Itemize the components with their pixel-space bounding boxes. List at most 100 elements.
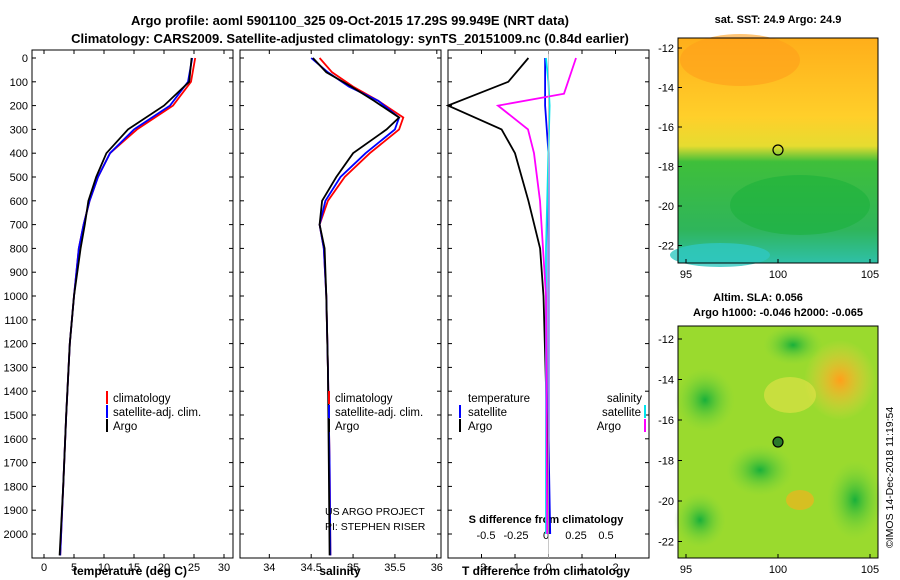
s-tick-label: 0.5 bbox=[598, 530, 613, 542]
depth-tick-label: 1800 bbox=[4, 481, 28, 493]
sla-high-blob bbox=[804, 340, 876, 420]
lon-tick-label: 95 bbox=[680, 564, 692, 576]
legend-satellite: satellite-adj. clim. bbox=[113, 407, 201, 419]
sla-low-blob-4 bbox=[827, 460, 883, 540]
depth-tick-label: 1000 bbox=[4, 291, 28, 303]
credit-pi: PI: STEPHEN RISER bbox=[325, 521, 426, 533]
lon-tick-label: 105 bbox=[861, 564, 879, 576]
depth-tick-label: 600 bbox=[10, 196, 28, 208]
legend-climatology: climatology bbox=[113, 393, 171, 405]
salinity-panel bbox=[239, 49, 442, 559]
diff-legend-temp-title: temperature bbox=[468, 393, 530, 405]
sla-low-blob-3 bbox=[726, 444, 794, 496]
depth-tick-label: 900 bbox=[10, 267, 28, 279]
x-tick-label: -2 bbox=[477, 562, 487, 574]
credit-project: US ARGO PROJECT bbox=[325, 506, 425, 518]
s-tick-label: 0 bbox=[543, 530, 549, 542]
diff-legend-t-argo: Argo bbox=[468, 421, 492, 433]
x-tick-label: 1 bbox=[579, 562, 585, 574]
sla-title1: Altim. SLA: 0.056 bbox=[713, 292, 803, 304]
lat-tick-label: -16 bbox=[658, 122, 674, 134]
depth-tick-label: 800 bbox=[10, 243, 28, 255]
temperature-lines bbox=[58, 57, 197, 556]
x-tick-label: 0 bbox=[41, 562, 47, 574]
x-tick-label: 35 bbox=[347, 562, 359, 574]
diff-legend-s-sat: satellite bbox=[602, 407, 641, 419]
sla-low-blob-1 bbox=[763, 325, 823, 365]
depth-tick-label: 700 bbox=[10, 220, 28, 232]
depth-tick-label: 1300 bbox=[4, 362, 28, 374]
s-tick-label: -0.25 bbox=[503, 530, 528, 542]
sla-map bbox=[674, 325, 883, 559]
sla-title2: Argo h1000: -0.046 h2000: -0.065 bbox=[693, 307, 863, 319]
lat-tick-label: -14 bbox=[658, 83, 674, 95]
series-satellite-adj-clim- bbox=[310, 57, 401, 556]
x-tick-label: 36 bbox=[431, 562, 443, 574]
sla-float-marker bbox=[772, 436, 784, 448]
series-climatology bbox=[59, 57, 197, 556]
sla-low-blob-2 bbox=[675, 368, 735, 432]
sst-map bbox=[670, 34, 879, 267]
sst-cool-patch bbox=[730, 175, 870, 235]
diff-legend-t-sat: satellite bbox=[468, 407, 507, 419]
s-tick-label: -0.5 bbox=[477, 530, 496, 542]
temperature-panel bbox=[31, 49, 234, 559]
lon-tick-label: 95 bbox=[680, 269, 692, 281]
sal-legend-satellite: satellite-adj. clim. bbox=[335, 407, 423, 419]
x-tick-label: 2 bbox=[612, 562, 618, 574]
sla-mid-patch bbox=[764, 377, 816, 413]
sla-axes: -12 -14 -16 -18 -20 -22 95 100 105 bbox=[658, 334, 879, 576]
header-line1: Argo profile: aoml 5901100_325 09-Oct-20… bbox=[131, 13, 569, 28]
difference-lines bbox=[445, 50, 577, 558]
sal-legend-argo: Argo bbox=[335, 421, 359, 433]
depth-tick-label: 2000 bbox=[4, 529, 28, 541]
x-tick-label: 20 bbox=[158, 562, 170, 574]
lat-tick-label: -18 bbox=[658, 162, 674, 174]
depth-tick-label: 1700 bbox=[4, 458, 28, 470]
temperature-x-axis: 0 5 10 15 20 25 30 bbox=[41, 50, 230, 574]
depth-tick-label: 1900 bbox=[4, 505, 28, 517]
x-tick-label: 10 bbox=[98, 562, 110, 574]
depth-tick-label: 400 bbox=[10, 148, 28, 160]
lon-tick-label: 100 bbox=[769, 269, 787, 281]
salinity-x-axis: 34 34.5 35 35.5 36 bbox=[263, 50, 443, 574]
x-tick-label: 35.5 bbox=[384, 562, 405, 574]
series-t-argo bbox=[445, 57, 550, 535]
salinity-lines bbox=[310, 57, 405, 556]
x-tick-label: 0 bbox=[545, 562, 551, 574]
x-tick-label: 30 bbox=[218, 562, 230, 574]
depth-tick-label: 1100 bbox=[4, 315, 28, 327]
x-tick-label: 25 bbox=[188, 562, 200, 574]
depth-tick-label: 1500 bbox=[4, 410, 28, 422]
s-tick-label: 0.25 bbox=[565, 530, 586, 542]
x-tick-label: 34 bbox=[263, 562, 275, 574]
depth-tick-label: 1600 bbox=[4, 434, 28, 446]
lat-tick-label: -14 bbox=[658, 375, 674, 387]
legend-argo: Argo bbox=[113, 421, 137, 433]
lat-tick-label: -12 bbox=[658, 43, 674, 55]
header-line2: Climatology: CARS2009. Satellite-adjuste… bbox=[71, 31, 629, 46]
lat-tick-label: -22 bbox=[658, 537, 674, 549]
difference-legend: temperature satellite Argo salinity sate… bbox=[459, 393, 646, 433]
x-tick-label: 34.5 bbox=[300, 562, 321, 574]
sst-cold-patch bbox=[670, 243, 770, 267]
diff-legend-sal-title: salinity bbox=[607, 393, 642, 405]
x-tick-label: 5 bbox=[71, 562, 77, 574]
sla-low-blob-5 bbox=[674, 492, 726, 548]
lon-tick-label: 100 bbox=[769, 564, 787, 576]
depth-tick-label: 1200 bbox=[4, 339, 28, 351]
sst-warm-patch bbox=[680, 34, 800, 86]
sst-axes: -12 -14 -16 -18 -20 -22 95 100 105 bbox=[658, 43, 879, 281]
lat-tick-label: -12 bbox=[658, 334, 674, 346]
series-s-argo bbox=[495, 57, 577, 535]
imos-stamp: ©IMOS 14-Dec-2018 11:19:54 bbox=[884, 407, 896, 548]
depth-tick-label: 500 bbox=[10, 172, 28, 184]
sal-legend-climatology: climatology bbox=[335, 393, 393, 405]
temperature-legend: climatology satellite-adj. clim. Argo bbox=[106, 391, 201, 433]
temperature-xlabel: temperature (deg C) bbox=[73, 564, 187, 578]
lat-tick-label: -20 bbox=[658, 496, 674, 508]
depth-tick-label: 200 bbox=[10, 101, 28, 113]
difference-xlabel: T difference from climatology bbox=[462, 564, 630, 578]
series-argo bbox=[312, 57, 401, 556]
lat-tick-label: -16 bbox=[658, 415, 674, 427]
